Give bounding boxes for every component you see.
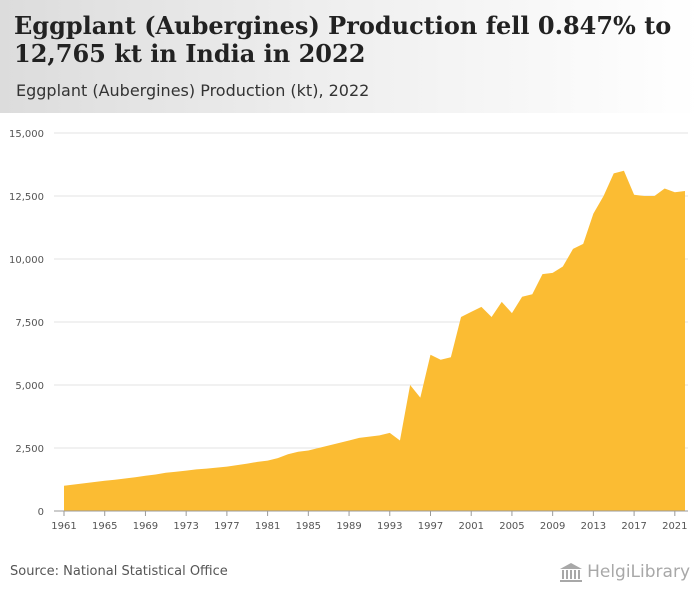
x-tick-label: 1969	[133, 521, 158, 532]
x-tick-label: 1985	[296, 521, 321, 532]
x-tick-label: 2017	[621, 521, 646, 532]
area-series	[64, 170, 685, 512]
brand-name: HelgiLibrary	[587, 562, 690, 582]
y-tick-label: 12,500	[9, 192, 44, 203]
chart-subtitle: Eggplant (Aubergines) Production (kt), 2…	[16, 81, 370, 100]
library-building-icon	[560, 563, 583, 582]
area-chart: 0 2,500 5,000 7,500 10,000 12,500 15,000 1961 19…	[9, 129, 688, 532]
x-tick-label: 1993	[377, 521, 402, 532]
source-note: Source: National Statistical Office	[10, 564, 228, 579]
x-tick-label: 1981	[255, 521, 280, 532]
x-tick-label: 1989	[336, 521, 361, 532]
x-tick-label: 2021	[662, 521, 687, 532]
y-tick-label: 7,500	[15, 318, 44, 329]
x-tick-label: 2005	[499, 521, 524, 532]
x-tick-label: 2013	[581, 521, 606, 532]
y-tick-label: 5,000	[15, 381, 44, 392]
header-banner: Eggplant (Aubergines) Production fell 0.…	[0, 0, 700, 113]
y-tick-label: 2,500	[15, 444, 44, 455]
x-tick-label: 2009	[540, 521, 565, 532]
x-tick-label: 1997	[418, 521, 443, 532]
page-title: Eggplant (Aubergines) Production fell 0.…	[14, 11, 672, 68]
brand-logo[interactable]: HelgiLibrary	[559, 560, 690, 584]
x-tick-label: 1965	[92, 521, 117, 532]
x-tick-label: 2001	[458, 521, 483, 532]
y-tick-label: 15,000	[9, 129, 44, 140]
y-tick-label: 10,000	[9, 255, 44, 266]
x-tick-label: 1973	[173, 521, 198, 532]
y-tick-label: 0	[38, 507, 44, 518]
x-tick-label: 1977	[214, 521, 239, 532]
x-tick-label: 1961	[51, 521, 76, 532]
